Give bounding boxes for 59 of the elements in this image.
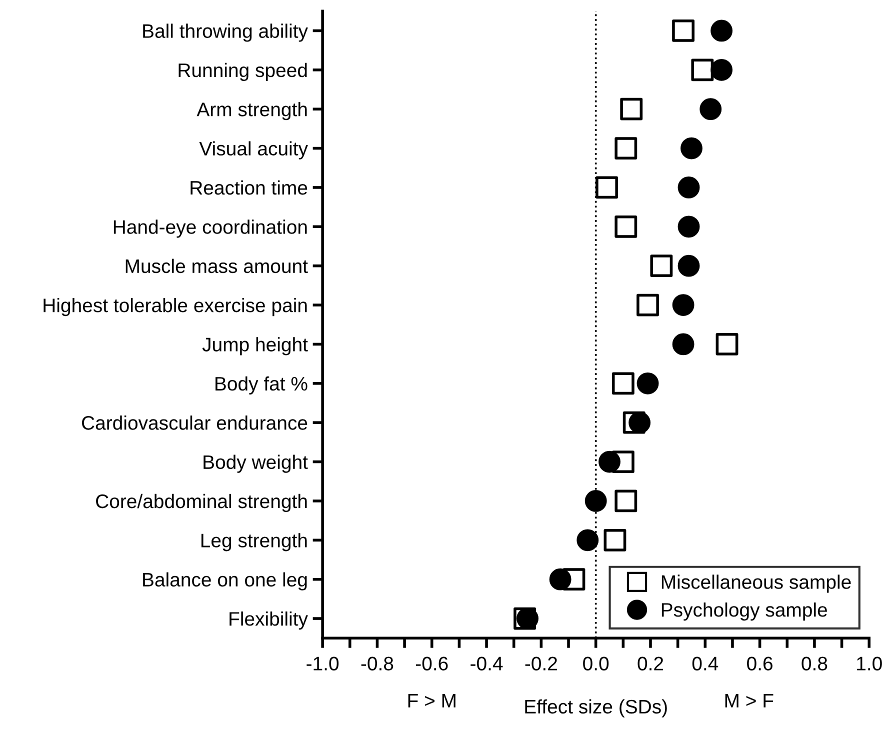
y-tick-label: Reaction time	[190, 180, 308, 195]
y-tick-label: Leg strength	[201, 533, 307, 552]
y-tick-label: Ball throwing ability	[143, 24, 308, 42]
point	[612, 372, 634, 395]
legend-label: Miscellaneous sample	[662, 574, 851, 593]
x-axis-title: Effect size (SDs)	[525, 699, 667, 718]
point	[710, 58, 733, 81]
y-tick-label: Muscle mass amount	[126, 258, 308, 274]
x-tick-label: -0.4	[470, 656, 503, 670]
y-tick-label: Arm strength	[196, 102, 307, 120]
x-tick-label: -0.8	[361, 656, 394, 670]
point	[678, 254, 700, 277]
point	[620, 98, 643, 120]
point	[678, 216, 700, 238]
point	[584, 490, 607, 512]
point	[614, 215, 638, 238]
x-tick-label: 0.0	[583, 656, 609, 670]
x-tick-label: 0.2	[638, 656, 664, 670]
point	[672, 20, 694, 42]
x-tick-label: 0.8	[802, 656, 828, 670]
y-tick-label: Running speed	[178, 62, 307, 81]
point	[650, 254, 673, 278]
point	[636, 294, 659, 316]
y-tick-label: Jump height	[202, 337, 308, 356]
x-tick-label: 0.4	[692, 656, 718, 670]
point	[614, 490, 638, 512]
x-tick-label: -1.0	[306, 656, 339, 670]
point	[672, 294, 694, 316]
point	[672, 333, 694, 356]
text: F > M	[408, 694, 456, 708]
text: M > F	[725, 694, 774, 708]
y-tick-label: Balance on one leg	[143, 572, 307, 590]
x-tick-label: 0.6	[747, 656, 772, 670]
y-tick-label: Visual acuity	[199, 141, 308, 160]
y-tick-label: Highest tolerable exercise pain	[44, 298, 307, 316]
point	[678, 176, 700, 198]
x-tick-label: 1.0	[857, 656, 882, 670]
point	[549, 568, 572, 590]
point	[604, 528, 626, 552]
x-tick-label: -0.2	[525, 656, 557, 670]
y-tick-label: Hand-eye coordination	[114, 220, 307, 238]
x-tick-label: -0.6	[416, 656, 448, 670]
y-tick-label: Body weight	[204, 454, 308, 473]
legend-label: Psychology sample	[662, 602, 827, 621]
y-tick-label: Cardiovascular endurance	[82, 416, 308, 430]
point	[576, 529, 599, 552]
point	[691, 58, 714, 82]
point	[710, 20, 733, 42]
point	[680, 137, 702, 160]
point	[716, 333, 738, 356]
point	[700, 98, 722, 120]
point	[628, 412, 651, 434]
point	[596, 176, 618, 199]
point	[598, 450, 620, 473]
y-tick-label: Body fat %	[216, 376, 308, 394]
point	[614, 137, 638, 160]
point	[636, 372, 659, 394]
y-tick-label: Core/abdominal strength	[96, 494, 307, 512]
y-tick-label: Flexibility	[230, 611, 308, 630]
